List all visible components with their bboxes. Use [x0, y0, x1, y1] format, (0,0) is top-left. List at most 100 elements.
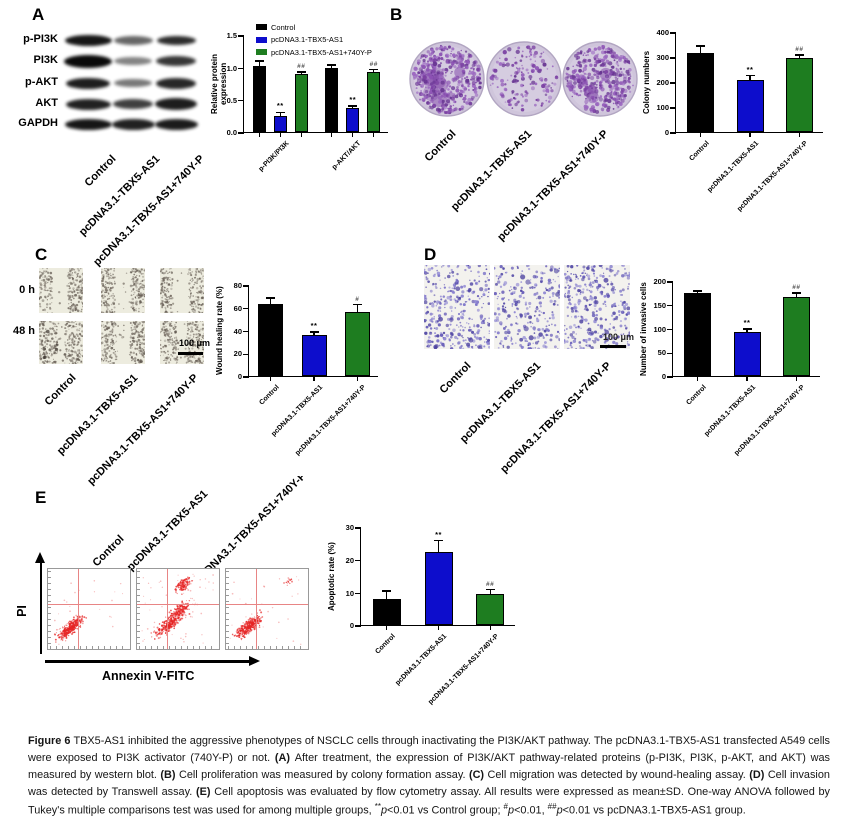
- caption-segment: p: [556, 804, 563, 817]
- blot-band: [64, 54, 112, 68]
- significance-label: **: [276, 101, 284, 111]
- significance-label: ##: [792, 284, 801, 292]
- transwell-image-740yp: [564, 265, 630, 349]
- y-tick-label: 200: [656, 78, 669, 88]
- colony-dish-tbx5: [486, 41, 562, 117]
- x-category-label: pcDNA3.1-TBX5-AS1: [703, 384, 757, 438]
- scale-bar-label-c: 100 μm: [178, 338, 210, 348]
- significance-label: **: [310, 321, 318, 331]
- flow-quadrant-vline: [167, 569, 169, 649]
- y-tick-label: 0.0: [226, 128, 237, 138]
- caption-segment: TBX5-AS1 inhibited the aggressive phenot…: [28, 735, 831, 764]
- bar: [367, 71, 381, 132]
- y-tick-label: 0: [661, 372, 666, 382]
- y-tick-label: 0: [237, 372, 242, 382]
- y-tick: [355, 527, 361, 529]
- x-tick: [356, 376, 358, 381]
- x-tick: [331, 132, 333, 137]
- error-bar: [352, 105, 354, 109]
- x-tick: [352, 132, 354, 137]
- error-bar: [313, 331, 315, 336]
- blot-band: [113, 35, 153, 45]
- chart-colony-numbers: 0 100 200 300 400 Colony numbers Control ** pcDN…: [640, 20, 860, 240]
- wound-label-control: Control: [42, 372, 79, 409]
- flow-plot-740yp: [225, 568, 309, 650]
- wound-time-48h: 48 h: [12, 325, 35, 337]
- significance-label: **: [349, 95, 357, 104]
- y-tick: [243, 376, 249, 378]
- blot-row-label: p-AKT: [25, 76, 58, 88]
- error-bar-cap: [275, 111, 285, 113]
- x-category-label: Control: [685, 384, 708, 407]
- flow-x-axis-arrowhead-icon: [249, 656, 260, 666]
- x-tick: [270, 376, 272, 381]
- caption-segment: (C): [468, 768, 488, 781]
- x-tick: [279, 132, 281, 137]
- flow-y-axis-title: PI: [14, 605, 29, 617]
- y-tick: [238, 100, 244, 102]
- blot-band: [156, 56, 196, 66]
- y-tick-label: 50: [657, 348, 666, 358]
- y-tick-label: 0.5: [226, 95, 237, 105]
- plot-area: 0 10 20 30 Apoptotic rate (%) Control ** pcDNA3…: [327, 523, 515, 706]
- error-bar-cap: [352, 303, 362, 306]
- y-tick: [667, 376, 673, 378]
- caption-segment: <0.01 vs Control group;: [387, 804, 504, 817]
- bar: [424, 551, 453, 625]
- transwell-label-740yp: pcDNA3.1-TBX5-AS1+740Y-P: [498, 360, 614, 476]
- flow-quadrant-vline: [78, 569, 80, 649]
- y-tick-label: 0: [349, 621, 354, 631]
- flow-label-control: Control: [90, 533, 127, 570]
- significance-label: ##: [795, 46, 804, 53]
- error-bar-cap: [794, 54, 804, 56]
- bar: [372, 598, 401, 625]
- y-tick: [355, 625, 361, 627]
- plot-area: 0 50 100 150 200 Number of invasive cells Cont…: [639, 277, 820, 457]
- plot-area: 0.0 0.5 1.0 1.5 Relative protein expression *…: [210, 31, 388, 173]
- y-tick-label: 60: [233, 303, 242, 313]
- error-bar: [795, 292, 797, 297]
- colony-dish-control: [409, 41, 485, 117]
- y-tick: [670, 32, 676, 34]
- scale-bar-d: [600, 345, 626, 348]
- x-tick: [746, 376, 748, 381]
- y-tick: [238, 67, 244, 69]
- y-tick-label: 20: [233, 349, 242, 359]
- y-tick-label: 0: [664, 128, 669, 138]
- chart-invasive-cells: 0 50 100 150 200 Number of invasive cells Cont…: [637, 266, 857, 471]
- plot-area: 0 20 40 60 80 Wound healing rate (%) Control **…: [215, 281, 378, 457]
- y-tick: [238, 35, 244, 37]
- bar: [258, 304, 284, 376]
- error-bar-cap: [434, 539, 443, 542]
- panel-d-label: D: [424, 245, 437, 264]
- error-bar: [798, 54, 800, 59]
- error-bar-cap: [266, 297, 276, 299]
- bar: [301, 335, 327, 376]
- x-tick: [489, 625, 491, 630]
- error-bar-cap: [348, 105, 358, 107]
- error-bar: [356, 304, 358, 313]
- bar: [252, 66, 266, 132]
- scale-bar-c: [178, 352, 203, 355]
- wound-image-48h-tbx5: [101, 321, 145, 364]
- y-axis-label: Wound healing rate (%): [215, 286, 224, 376]
- x-category-label: p-PI3K/PI3K: [257, 140, 291, 174]
- y-tick: [670, 107, 676, 109]
- y-tick: [355, 560, 361, 562]
- legend-label: Control: [271, 22, 296, 32]
- y-tick: [238, 132, 244, 134]
- error-bar: [373, 69, 375, 72]
- legend-swatch: [256, 24, 267, 30]
- dish-label-control: Control: [422, 128, 459, 165]
- flow-plot-control: [47, 568, 131, 650]
- flow-label-tbx5: pcDNA3.1-TBX5-AS1: [125, 488, 211, 574]
- significance-label: **: [435, 529, 442, 539]
- y-tick: [667, 281, 673, 283]
- x-category-label: pcDNA3.1-TBX5-AS1+740Y-P: [294, 384, 368, 458]
- y-tick-label: 10: [345, 588, 354, 598]
- caption-segment: <0.01,: [514, 804, 548, 817]
- caption-segment: **: [374, 801, 381, 811]
- error-bar: [300, 71, 302, 75]
- caption-segment: #: [503, 801, 508, 811]
